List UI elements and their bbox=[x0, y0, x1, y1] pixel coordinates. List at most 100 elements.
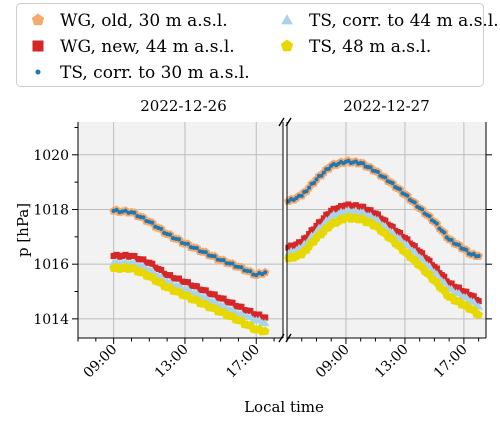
data-point bbox=[361, 161, 366, 166]
axis-break-mark bbox=[278, 333, 285, 343]
data-point bbox=[374, 211, 381, 218]
data-point bbox=[203, 250, 208, 255]
legend-item: WG, new, 44 m a.s.l. bbox=[32, 37, 235, 57]
y-tick-label: 1014 bbox=[33, 312, 69, 328]
data-point bbox=[141, 215, 146, 220]
series-square bbox=[285, 201, 482, 305]
data-point bbox=[325, 211, 332, 218]
panel-1: 09:00 13:00 17:00 2022-12-26 bbox=[77, 97, 284, 382]
y-axis-label: p [hPa] bbox=[14, 203, 32, 257]
legend-item: TS, 48 m a.s.l. bbox=[280, 37, 431, 57]
y-tick-label: 1016 bbox=[33, 257, 69, 273]
x-axis-label: Local time bbox=[244, 398, 324, 416]
series-circle bbox=[286, 158, 481, 259]
data-point bbox=[248, 269, 253, 274]
x-tick-label: 17:00 bbox=[223, 342, 263, 382]
plot-background bbox=[78, 122, 283, 338]
legend-item: WG, old, 30 m a.s.l. bbox=[31, 11, 228, 31]
data-point bbox=[390, 181, 395, 186]
data-point bbox=[158, 266, 165, 273]
data-point bbox=[149, 260, 156, 267]
data-point bbox=[405, 193, 410, 198]
data-point bbox=[470, 293, 477, 300]
x-tick-label: 09:00 bbox=[313, 342, 353, 382]
x-tick-label: 13:00 bbox=[372, 342, 412, 382]
data-point bbox=[412, 200, 417, 205]
panel-title: 2022-12-27 bbox=[343, 97, 429, 115]
legend-label: TS, corr. to 30 m a.s.l. bbox=[60, 63, 250, 83]
data-point bbox=[420, 207, 425, 212]
data-point bbox=[311, 180, 317, 186]
data-point bbox=[212, 254, 217, 259]
data-point bbox=[123, 208, 128, 213]
data-point bbox=[319, 173, 324, 178]
data-point bbox=[397, 187, 403, 192]
axis-break-mark bbox=[285, 117, 292, 127]
data-point bbox=[456, 242, 462, 247]
data-point bbox=[221, 258, 226, 263]
axis-break-mark bbox=[285, 333, 292, 343]
data-point bbox=[220, 295, 227, 302]
data-point bbox=[194, 245, 199, 251]
data-point bbox=[298, 239, 305, 246]
data-point bbox=[404, 236, 411, 243]
data-point bbox=[321, 170, 326, 175]
data-point bbox=[313, 222, 320, 229]
data-point bbox=[239, 265, 244, 270]
data-point bbox=[449, 237, 454, 243]
data-point bbox=[320, 215, 327, 222]
legend-marker bbox=[35, 69, 41, 75]
legend-frame bbox=[16, 3, 484, 87]
axis-break-mark bbox=[278, 117, 285, 127]
data-point bbox=[159, 226, 164, 231]
data-point bbox=[254, 273, 259, 278]
data-point bbox=[318, 218, 325, 225]
data-point bbox=[427, 214, 432, 219]
panel-title: 2022-12-26 bbox=[140, 97, 226, 115]
data-point bbox=[310, 226, 318, 233]
data-point bbox=[238, 303, 245, 310]
legend-item: TS, corr. to 44 m a.s.l. bbox=[281, 11, 499, 31]
y-tick-label: 1018 bbox=[33, 202, 69, 218]
data-point bbox=[464, 247, 469, 252]
legend-label: WG, old, 30 m a.s.l. bbox=[60, 11, 228, 31]
data-point bbox=[299, 193, 304, 198]
data-point bbox=[474, 310, 483, 319]
legend: WG, old, 30 m a.s.l. WG, new, 44 m a.s.l.… bbox=[16, 3, 499, 87]
series-pentagon bbox=[109, 262, 270, 336]
data-point bbox=[433, 265, 440, 272]
data-point bbox=[218, 257, 223, 263]
legend-marker bbox=[31, 13, 45, 26]
data-point bbox=[448, 280, 455, 287]
data-point bbox=[132, 210, 137, 215]
data-point bbox=[411, 243, 418, 250]
data-point bbox=[262, 314, 269, 321]
data-point bbox=[383, 175, 388, 180]
data-point bbox=[375, 169, 380, 175]
data-point bbox=[185, 241, 191, 247]
data-point bbox=[442, 230, 447, 235]
data-point bbox=[419, 250, 426, 257]
data-point bbox=[475, 298, 482, 305]
legend-marker bbox=[280, 39, 294, 52]
data-point bbox=[326, 166, 331, 171]
data-point bbox=[150, 220, 155, 225]
data-point bbox=[455, 284, 463, 291]
data-point bbox=[263, 270, 268, 275]
legend-label: TS, 48 m a.s.l. bbox=[309, 37, 431, 57]
data-point bbox=[463, 288, 470, 295]
legend-label: TS, corr. to 44 m a.s.l. bbox=[309, 11, 499, 31]
x-tick-label: 17:00 bbox=[431, 342, 471, 382]
data-point bbox=[114, 207, 119, 213]
x-tick-label: 09:00 bbox=[81, 342, 121, 382]
data-point bbox=[260, 326, 270, 335]
data-point bbox=[176, 237, 182, 242]
data-point bbox=[184, 279, 191, 286]
data-point bbox=[396, 229, 404, 237]
x-tick-label: 13:00 bbox=[152, 342, 192, 382]
data-point bbox=[211, 291, 218, 298]
data-point bbox=[202, 287, 209, 294]
data-point bbox=[168, 232, 173, 237]
data-point bbox=[382, 217, 389, 224]
